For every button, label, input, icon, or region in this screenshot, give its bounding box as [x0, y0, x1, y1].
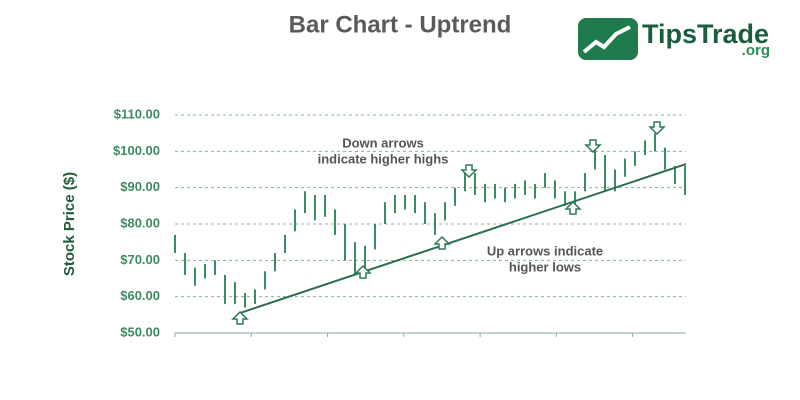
trend-line [239, 163, 687, 314]
annotation: higher lows [509, 259, 581, 274]
up-arrow [433, 235, 451, 250]
down-arrow [460, 164, 478, 179]
y-axis-label: Stock Price ($) [61, 172, 78, 276]
arrows [231, 121, 666, 325]
logo-suffix: .org [742, 42, 770, 59]
chart-title: Bar Chart - Uptrend [289, 11, 512, 38]
y-tick-label: $60.00 [120, 288, 160, 303]
annotation: indicate higher highs [318, 151, 449, 166]
y-tick-label: $70.00 [120, 252, 160, 267]
y-tick-label: $110.00 [114, 106, 160, 121]
y-tick-label: $100.00 [113, 143, 160, 158]
up-arrow [354, 264, 372, 279]
logo: TipsTrade .org [578, 18, 770, 60]
y-tick-label: $50.00 [120, 324, 160, 339]
down-arrow [648, 121, 666, 136]
up-arrow [231, 310, 249, 325]
up-arrow [564, 200, 582, 215]
logo-icon-line [582, 25, 631, 54]
annotation: Up arrows indicate [487, 243, 603, 258]
down-arrow [584, 139, 602, 154]
logo-icon [578, 18, 638, 60]
y-tick-label: $90.00 [120, 179, 160, 194]
y-tick-label: $80.00 [120, 215, 160, 230]
logo-name: TipsTrade [642, 19, 769, 49]
annotation: Down arrows [342, 135, 424, 150]
